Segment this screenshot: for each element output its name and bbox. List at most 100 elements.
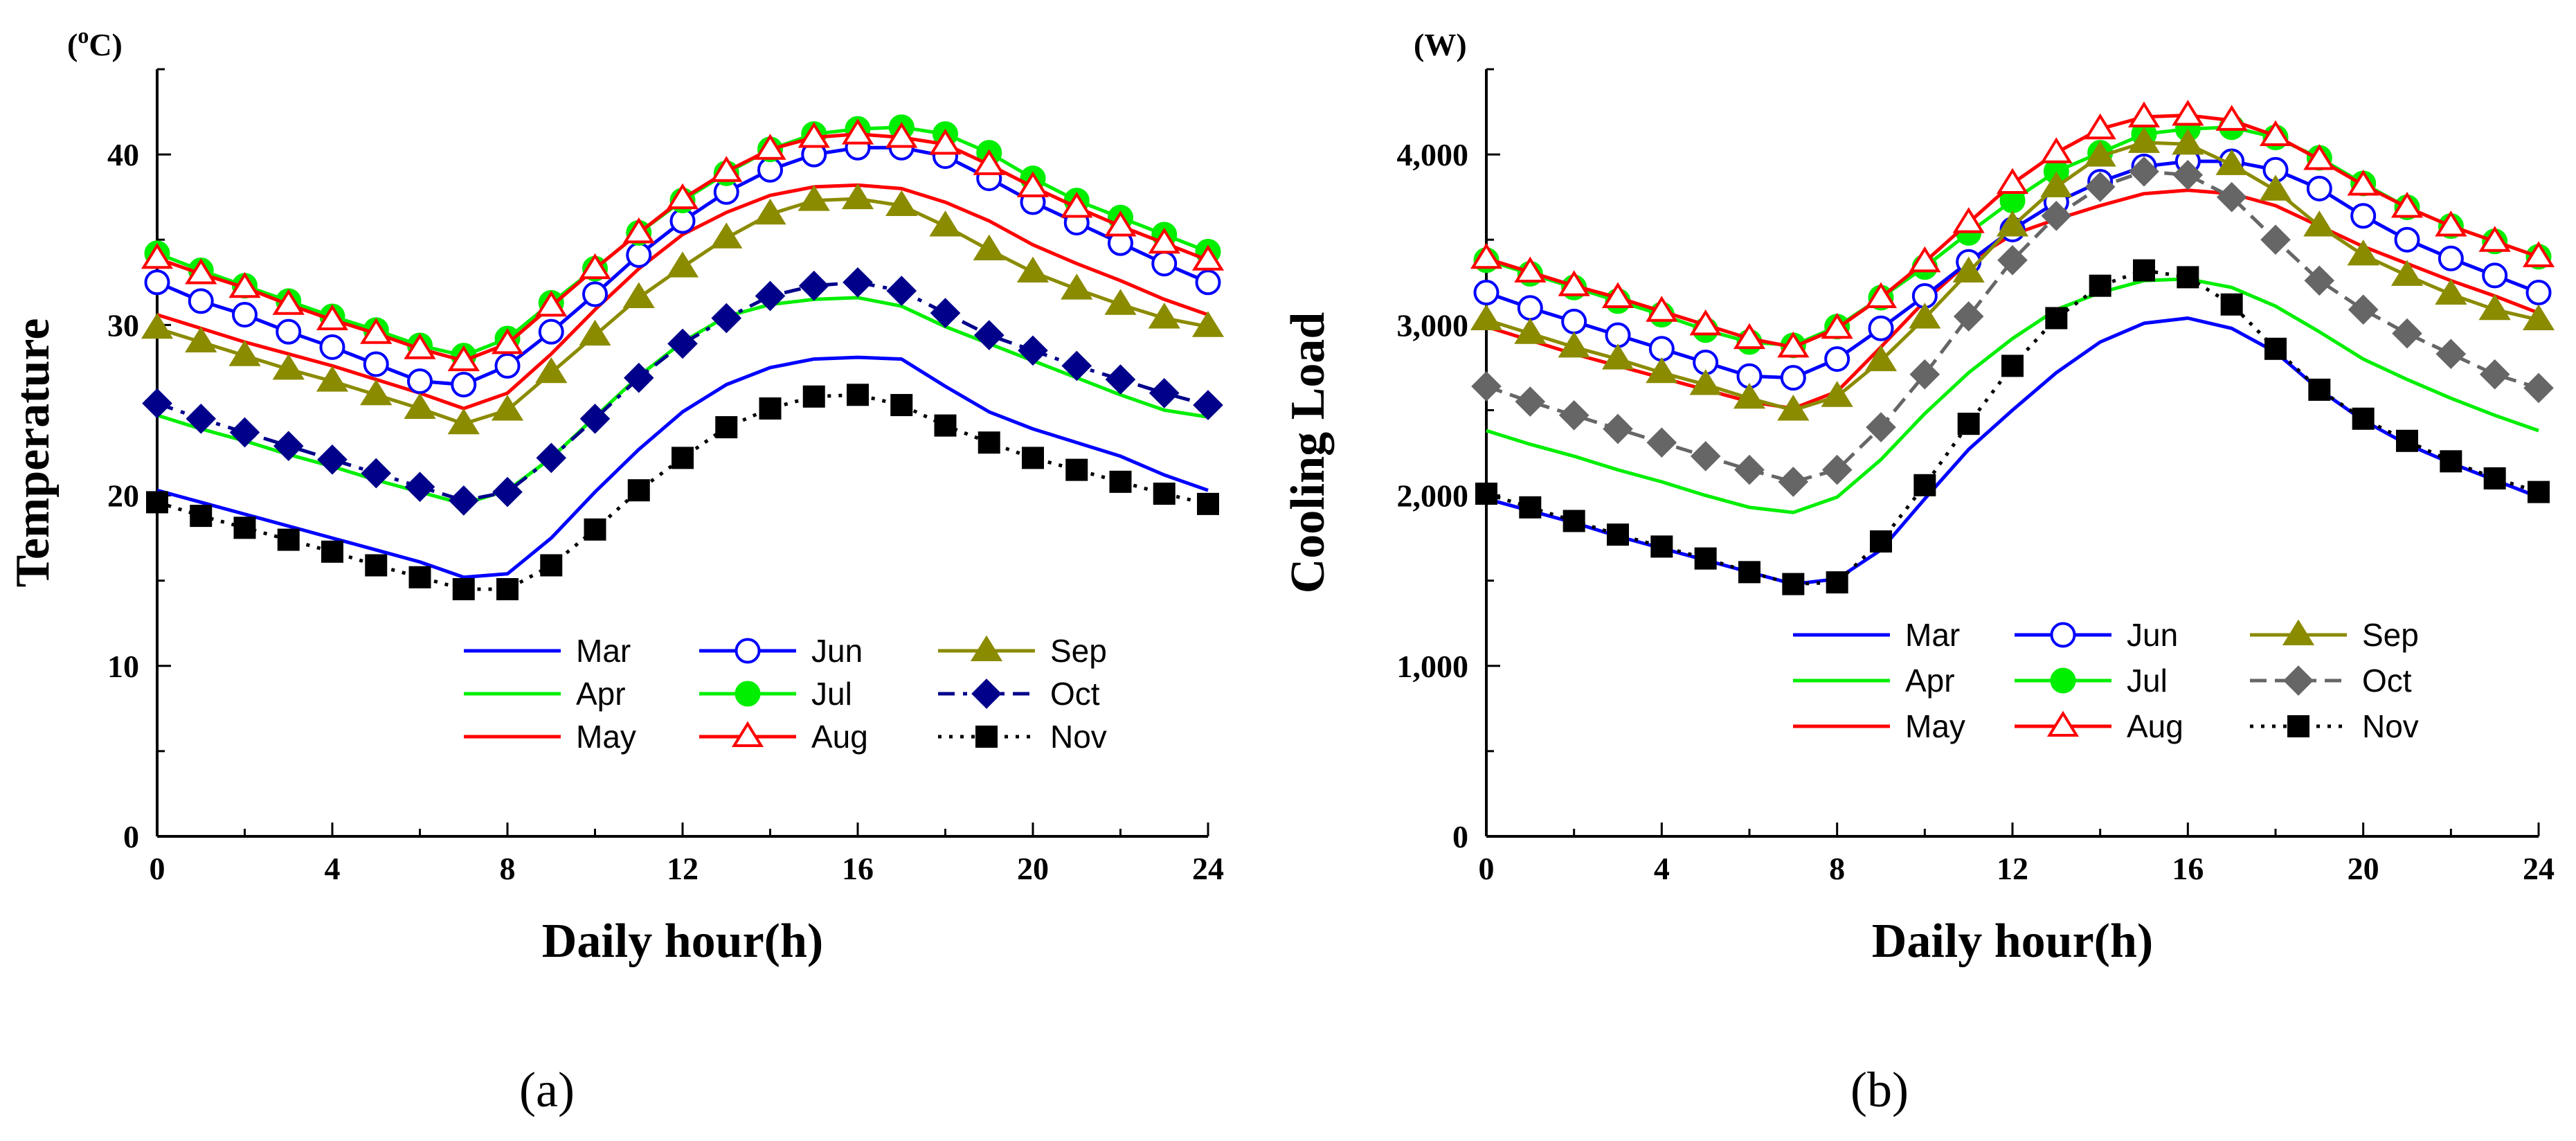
data-point-nov [321,540,343,563]
data-point-aug [1777,331,1810,358]
data-point-sep [1470,304,1503,330]
data-point-oct [2523,372,2554,404]
data-point-nov [1109,470,1132,493]
data-point-aug [1148,227,1180,254]
data-point-aug [272,289,305,315]
legend-marker-oct [2283,665,2314,696]
x-tick-label: 4 [1654,851,1670,886]
x-tick-label: 4 [325,851,341,886]
data-point-aug [2522,241,2555,267]
data-point-nov [2440,450,2462,473]
x-axis-title: Daily hour(h) [1872,915,2153,968]
data-point-aug [2259,120,2292,146]
data-point-jun [1195,269,1221,296]
x-tick-label: 20 [2348,851,2379,886]
data-point-nov [802,385,825,408]
y-tick-label: 40 [107,137,139,172]
data-point-aug [622,217,655,244]
data-point-sep [1061,273,1093,300]
data-point-sep [272,353,305,380]
data-point-sep [1909,303,1941,329]
legend-item-mar: Mar [1793,617,1960,653]
series-line-mar [156,355,1209,580]
x-tick-label: 16 [842,851,874,886]
data-point-nov [2264,337,2287,360]
data-point-nov [1519,496,1542,519]
legend-label: May [576,719,636,755]
legend-marker-sep [970,635,1003,661]
series-aug [1470,100,2555,358]
data-point-aug [360,318,393,344]
data-point-jun [1473,280,1499,306]
data-point-aug [1558,270,1590,296]
data-point-aug [885,122,918,148]
data-point-aug [2478,226,2511,252]
data-point-oct [2041,200,2072,231]
data-point-nov [1197,492,1219,515]
data-point-nov [890,394,913,417]
data-point-nov [2001,354,2024,377]
data-point-sep [1777,394,1810,421]
unit-superscript: o [78,23,89,48]
data-point-nov [672,447,694,469]
legend-marker-jul [2050,667,2076,694]
data-point-oct [2172,159,2204,190]
x-axis-title: Daily hour(h) [542,915,823,968]
legend-item-mar: Mar [464,633,631,669]
legend-label: May [1905,708,1965,744]
y-tick-label: 2,000 [1397,478,1469,514]
data-point-aug [1864,282,1898,308]
data-point-sep [1733,382,1766,409]
data-point-jun [1517,295,1543,321]
data-point-aug [710,156,743,182]
data-point-nov [934,414,957,437]
data-point-aug [491,327,524,354]
data-point-aug [2435,210,2467,237]
data-point-oct [229,417,260,448]
series-sep [1470,127,2555,421]
x-tick-label: 24 [1192,851,1224,886]
data-point-nov [1913,474,1936,496]
data-point-aug [1821,312,1853,339]
data-point-aug [754,134,786,160]
data-point-nov [146,491,168,514]
data-point-jun [1648,336,1675,362]
data-point-sep [491,394,524,421]
y-tick-label: 3,000 [1397,307,1469,343]
data-point-aug [2303,144,2336,170]
data-point-sep [2347,239,2379,266]
data-point-oct [623,362,654,393]
data-point-sep [929,210,962,237]
series-sep [141,183,1225,435]
data-point-sep [1996,210,2029,237]
data-point-aug [1191,244,1225,271]
data-point-oct [186,403,217,434]
data-point-jun [407,368,433,395]
data-point-jun [363,351,389,377]
series-oct [1471,156,2554,497]
data-point-sep [798,185,830,211]
data-point-oct [536,442,567,474]
data-point-sep [2215,149,2248,175]
data-point-nov [978,431,1000,454]
data-point-oct [404,471,435,503]
data-point-oct [711,303,742,334]
data-point-nov [2177,266,2199,289]
legend-item-nov: Nov [2250,708,2419,744]
data-point-oct [2392,318,2422,349]
data-point-aug [1016,171,1050,197]
data-point-oct [317,444,348,475]
data-point-oct [2260,224,2291,255]
legend-label: Mar [1905,617,1960,653]
data-point-oct [448,485,479,516]
legend-label: Jul [811,676,852,712]
series-line-jul [156,125,1209,358]
data-point-jun [1780,365,1806,391]
data-point-aug [2084,113,2116,140]
data-point-aug [1061,191,1093,218]
data-point-nov [1022,447,1044,469]
axes: 0 4 8 12 16 20 24 0 10 20 30 40 [107,68,1224,886]
data-point-sep [2435,278,2467,305]
data-point-oct [1471,371,1502,402]
